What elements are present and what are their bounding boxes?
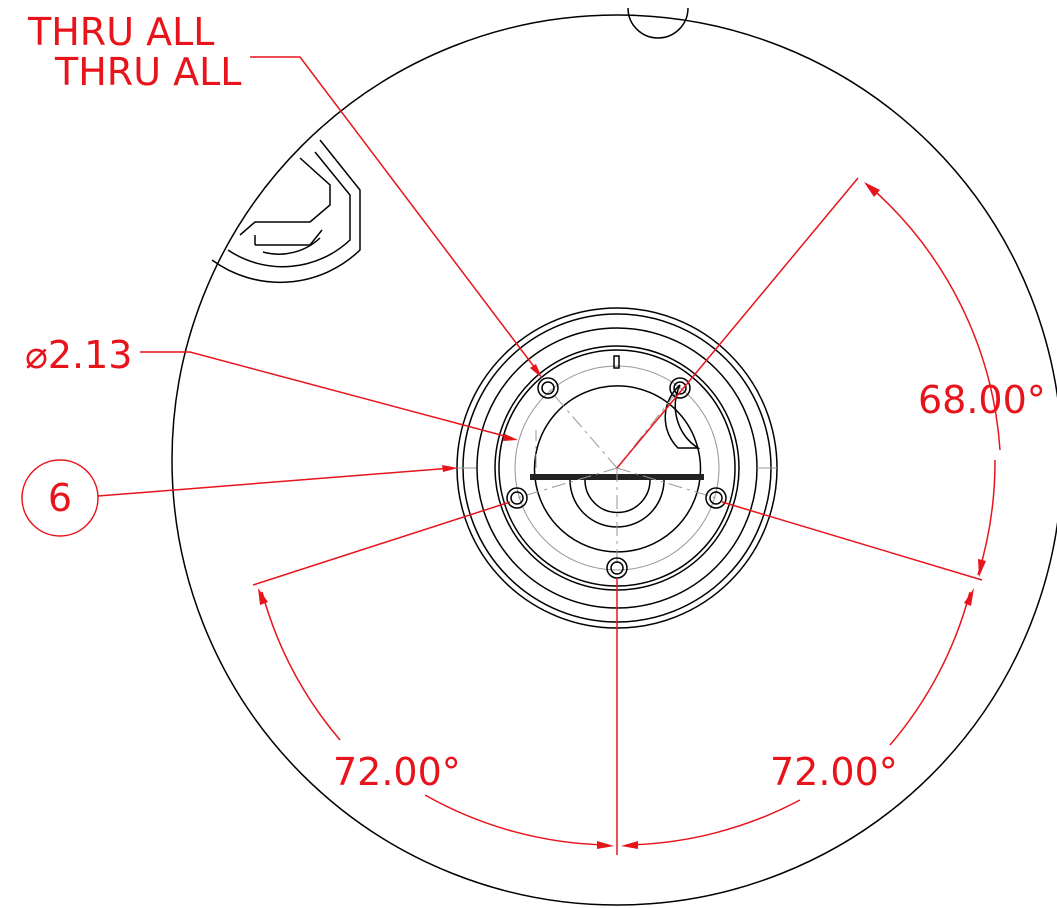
fitting <box>212 140 360 282</box>
angle-dimension: 68.00° <box>918 378 1046 422</box>
drawing: THRU ALL THRU ALL ⌀2.13 6 68.00° 72.00° … <box>0 0 1057 908</box>
angle-dimension: 72.00° <box>333 750 461 794</box>
thru-all-note: THRU ALL <box>27 10 214 54</box>
outer-body <box>172 15 1057 905</box>
dimensions <box>22 57 1000 855</box>
angle-dimension: 72.00° <box>770 750 898 794</box>
top-notch <box>628 8 688 38</box>
thru-all-note: THRU ALL <box>54 50 241 94</box>
balloon-number: 6 <box>48 476 72 520</box>
diameter-note: ⌀2.13 <box>25 333 133 377</box>
